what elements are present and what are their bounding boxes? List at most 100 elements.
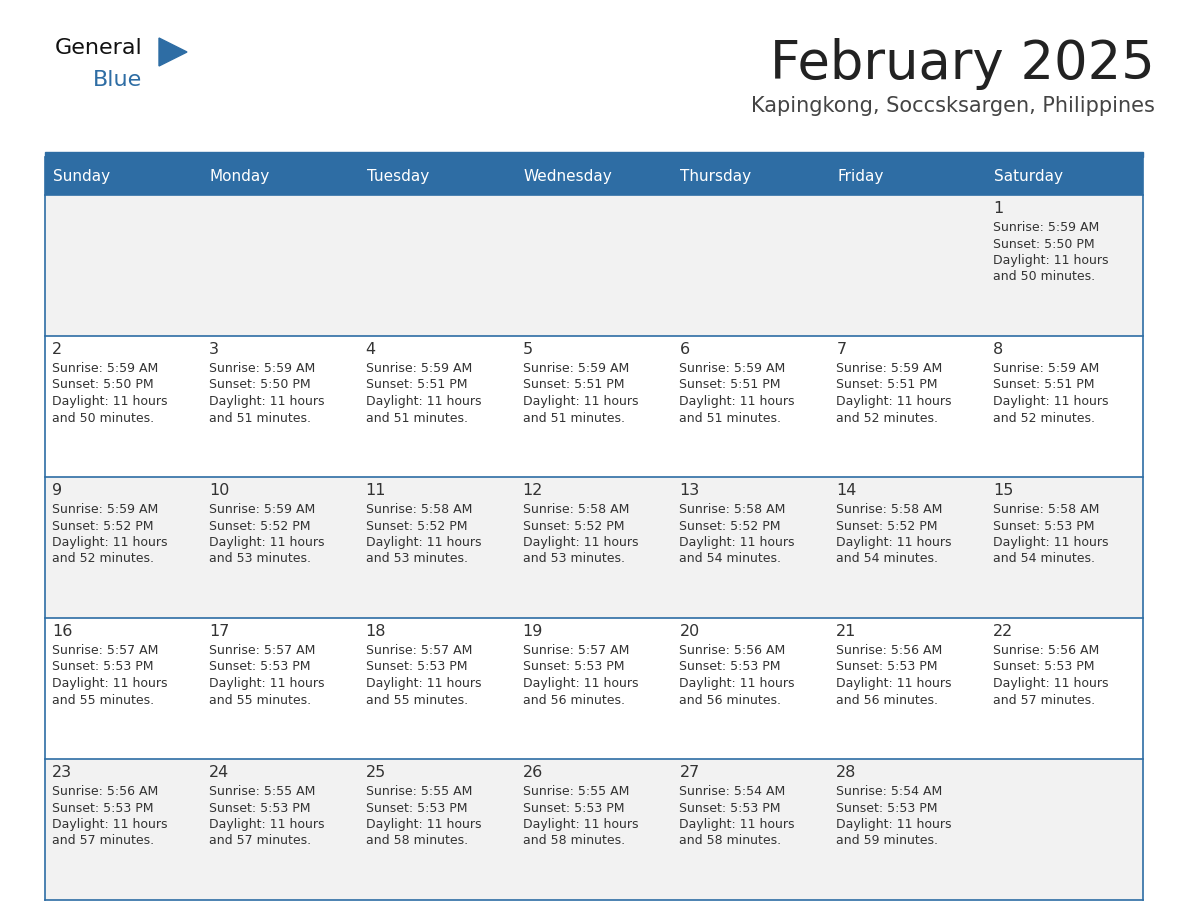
Text: 18: 18: [366, 624, 386, 639]
Text: and 53 minutes.: and 53 minutes.: [523, 553, 625, 565]
Text: Sunrise: 5:59 AM: Sunrise: 5:59 AM: [52, 503, 158, 516]
Text: Daylight: 11 hours: Daylight: 11 hours: [680, 818, 795, 831]
Text: Sunset: 5:52 PM: Sunset: 5:52 PM: [366, 520, 467, 532]
Text: 1: 1: [993, 201, 1004, 216]
Text: Sunset: 5:53 PM: Sunset: 5:53 PM: [680, 801, 781, 814]
Text: Sunset: 5:52 PM: Sunset: 5:52 PM: [836, 520, 937, 532]
Text: 6: 6: [680, 342, 689, 357]
Text: Sunset: 5:52 PM: Sunset: 5:52 PM: [523, 520, 624, 532]
Text: Daylight: 11 hours: Daylight: 11 hours: [366, 536, 481, 549]
Text: Sunrise: 5:56 AM: Sunrise: 5:56 AM: [680, 644, 785, 657]
Polygon shape: [159, 38, 187, 66]
Text: 5: 5: [523, 342, 532, 357]
Text: 2: 2: [52, 342, 62, 357]
Text: Daylight: 11 hours: Daylight: 11 hours: [836, 536, 952, 549]
Bar: [202, 477, 359, 618]
Bar: [829, 477, 986, 618]
Text: 21: 21: [836, 624, 857, 639]
Text: 19: 19: [523, 624, 543, 639]
Bar: [986, 618, 1143, 759]
Text: Blue: Blue: [93, 70, 143, 90]
Text: Thursday: Thursday: [681, 169, 752, 184]
Text: 7: 7: [836, 342, 846, 357]
Text: Daylight: 11 hours: Daylight: 11 hours: [680, 395, 795, 408]
Text: Sunset: 5:50 PM: Sunset: 5:50 PM: [52, 378, 153, 391]
Text: 25: 25: [366, 765, 386, 780]
Text: 20: 20: [680, 624, 700, 639]
Text: Sunset: 5:53 PM: Sunset: 5:53 PM: [523, 660, 624, 674]
Text: Sunset: 5:53 PM: Sunset: 5:53 PM: [836, 660, 937, 674]
Text: and 55 minutes.: and 55 minutes.: [52, 693, 154, 707]
Text: Daylight: 11 hours: Daylight: 11 hours: [993, 536, 1108, 549]
Text: Sunrise: 5:59 AM: Sunrise: 5:59 AM: [209, 503, 315, 516]
Text: Sunset: 5:53 PM: Sunset: 5:53 PM: [209, 801, 310, 814]
Text: 24: 24: [209, 765, 229, 780]
Bar: [829, 618, 986, 759]
Text: Daylight: 11 hours: Daylight: 11 hours: [993, 254, 1108, 267]
Text: 22: 22: [993, 624, 1013, 639]
Text: and 54 minutes.: and 54 minutes.: [680, 553, 782, 565]
Text: 10: 10: [209, 483, 229, 498]
Text: Daylight: 11 hours: Daylight: 11 hours: [209, 536, 324, 549]
Text: General: General: [55, 38, 143, 58]
Text: Daylight: 11 hours: Daylight: 11 hours: [523, 677, 638, 690]
Text: 8: 8: [993, 342, 1004, 357]
Bar: [986, 336, 1143, 477]
Text: Daylight: 11 hours: Daylight: 11 hours: [209, 818, 324, 831]
Text: Daylight: 11 hours: Daylight: 11 hours: [366, 395, 481, 408]
Bar: [45, 336, 202, 477]
Bar: [202, 618, 359, 759]
Text: Sunrise: 5:57 AM: Sunrise: 5:57 AM: [523, 644, 628, 657]
Bar: [672, 618, 829, 759]
Text: Daylight: 11 hours: Daylight: 11 hours: [209, 677, 324, 690]
Text: Sunset: 5:53 PM: Sunset: 5:53 PM: [366, 801, 467, 814]
Text: and 57 minutes.: and 57 minutes.: [993, 693, 1095, 707]
Text: and 57 minutes.: and 57 minutes.: [52, 834, 154, 847]
Text: Daylight: 11 hours: Daylight: 11 hours: [836, 395, 952, 408]
Text: and 55 minutes.: and 55 minutes.: [366, 693, 468, 707]
Text: Sunrise: 5:56 AM: Sunrise: 5:56 AM: [52, 785, 158, 798]
Bar: [829, 157, 986, 195]
Text: 12: 12: [523, 483, 543, 498]
Text: Daylight: 11 hours: Daylight: 11 hours: [993, 677, 1108, 690]
Bar: [359, 477, 516, 618]
Text: Sunset: 5:52 PM: Sunset: 5:52 PM: [680, 520, 781, 532]
Text: and 57 minutes.: and 57 minutes.: [209, 834, 311, 847]
Text: Sunset: 5:53 PM: Sunset: 5:53 PM: [993, 520, 1094, 532]
Bar: [359, 195, 516, 336]
Text: Sunrise: 5:58 AM: Sunrise: 5:58 AM: [523, 503, 628, 516]
Text: Sunset: 5:51 PM: Sunset: 5:51 PM: [836, 378, 937, 391]
Bar: [986, 477, 1143, 618]
Text: Sunset: 5:53 PM: Sunset: 5:53 PM: [836, 801, 937, 814]
Text: and 52 minutes.: and 52 minutes.: [836, 411, 939, 424]
Bar: [359, 336, 516, 477]
Text: Sunrise: 5:58 AM: Sunrise: 5:58 AM: [993, 503, 1100, 516]
Text: Sunset: 5:53 PM: Sunset: 5:53 PM: [366, 660, 467, 674]
Text: Sunset: 5:53 PM: Sunset: 5:53 PM: [52, 801, 153, 814]
Bar: [45, 152, 1143, 157]
Text: 11: 11: [366, 483, 386, 498]
Text: and 56 minutes.: and 56 minutes.: [523, 693, 625, 707]
Text: Sunrise: 5:55 AM: Sunrise: 5:55 AM: [523, 785, 628, 798]
Text: Sunrise: 5:57 AM: Sunrise: 5:57 AM: [366, 644, 472, 657]
Text: Tuesday: Tuesday: [367, 169, 429, 184]
Text: Daylight: 11 hours: Daylight: 11 hours: [366, 818, 481, 831]
Text: and 58 minutes.: and 58 minutes.: [366, 834, 468, 847]
Bar: [45, 157, 202, 195]
Bar: [359, 618, 516, 759]
Text: Daylight: 11 hours: Daylight: 11 hours: [836, 818, 952, 831]
Bar: [986, 157, 1143, 195]
Text: Sunset: 5:53 PM: Sunset: 5:53 PM: [680, 660, 781, 674]
Bar: [986, 759, 1143, 900]
Text: Daylight: 11 hours: Daylight: 11 hours: [993, 395, 1108, 408]
Text: Sunrise: 5:54 AM: Sunrise: 5:54 AM: [680, 785, 785, 798]
Bar: [516, 618, 672, 759]
Text: Kapingkong, Soccsksargen, Philippines: Kapingkong, Soccsksargen, Philippines: [751, 96, 1155, 116]
Bar: [45, 477, 202, 618]
Bar: [516, 157, 672, 195]
Text: Sunrise: 5:59 AM: Sunrise: 5:59 AM: [209, 362, 315, 375]
Text: Saturday: Saturday: [994, 169, 1063, 184]
Text: Daylight: 11 hours: Daylight: 11 hours: [209, 395, 324, 408]
Text: Sunrise: 5:58 AM: Sunrise: 5:58 AM: [680, 503, 785, 516]
Text: Daylight: 11 hours: Daylight: 11 hours: [836, 677, 952, 690]
